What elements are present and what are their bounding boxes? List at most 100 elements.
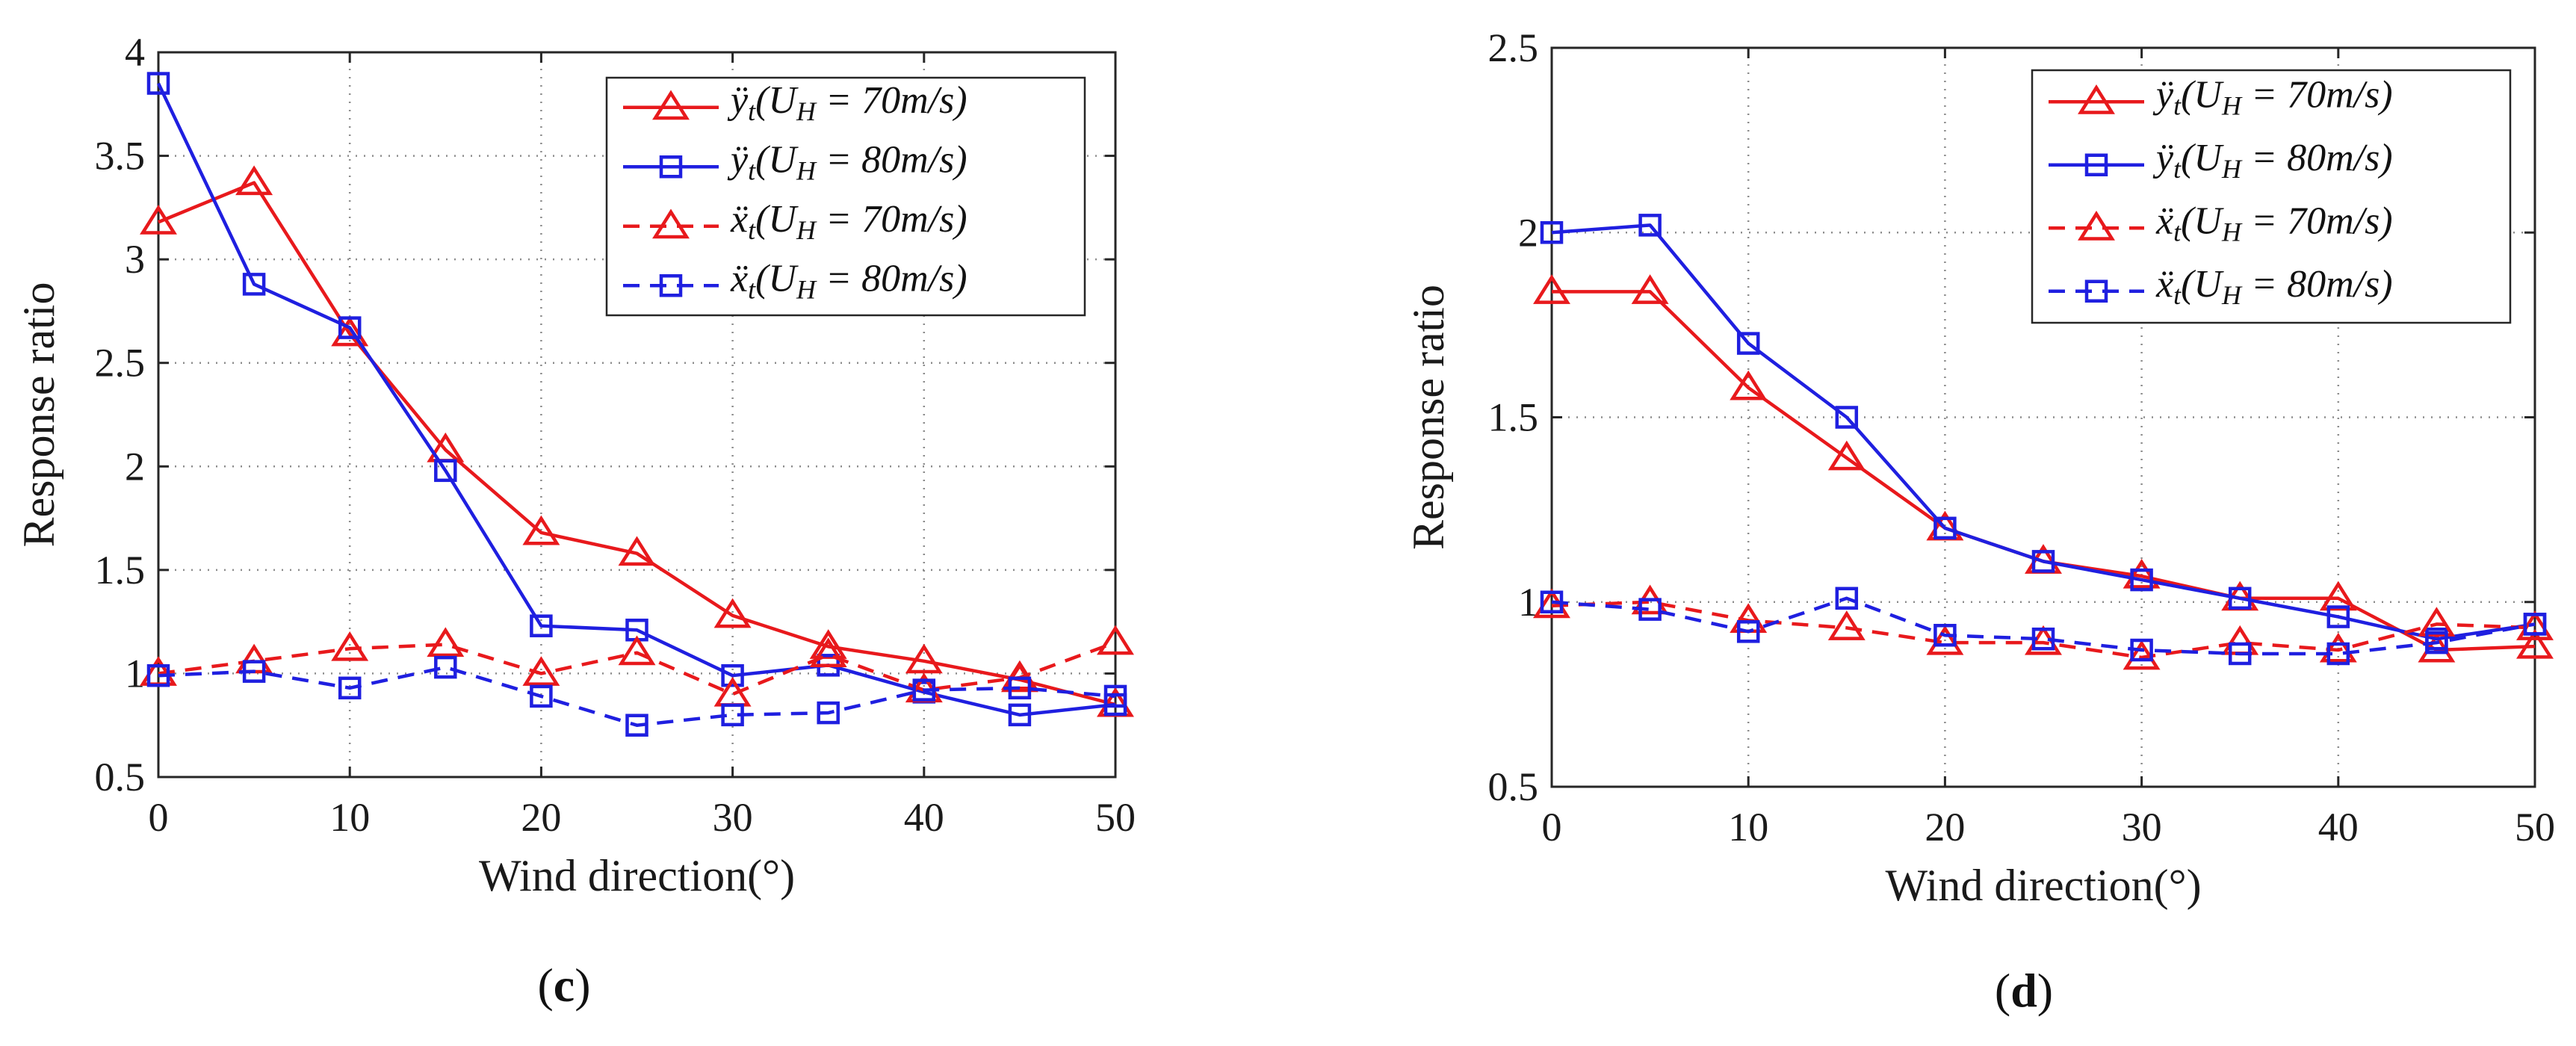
y-tick-label: 2.5 [95, 341, 146, 386]
x-axis-label: Wind direction(°) [1885, 861, 2201, 910]
legend-label: ÿt(UH = 80m/s) [2152, 137, 2393, 184]
data-point-marker [1926, 625, 1964, 655]
legend-legend-tail: = 70m/s) [2241, 199, 2393, 242]
data-point-marker [1008, 676, 1032, 700]
y-tick-label: 1 [125, 651, 145, 696]
data-point-marker [146, 663, 170, 687]
legend-legend-rest: (U [755, 198, 799, 241]
legend-legend-tail: = 80m/s) [816, 257, 967, 300]
legend-legend-sub2: H [796, 155, 817, 185]
legend-legend-sub2: H [796, 274, 817, 304]
legend-legend-tail: = 70m/s) [816, 79, 967, 122]
caption-letter: c [554, 959, 575, 1012]
data-point-marker [2425, 631, 2448, 654]
caption-letter: d [2010, 964, 2037, 1017]
y-tick-label: 2 [1518, 210, 1538, 255]
data-point-marker [618, 536, 656, 566]
y-tick-label: 0.5 [95, 755, 146, 799]
y-axis-label: Response ratio [14, 282, 64, 548]
legend-label: ÿt(UH = 70m/s) [727, 79, 967, 126]
data-point-marker [1730, 370, 1768, 400]
data-point-marker [522, 515, 560, 545]
data-point-marker [242, 660, 266, 683]
x-tick-label: 0 [149, 795, 169, 840]
legend-marker [659, 274, 683, 297]
legend-legend-main: ÿ [2152, 137, 2174, 179]
data-point-marker [2228, 587, 2252, 610]
legend-marker [2084, 153, 2108, 176]
legend-legend-main: ẍ [2155, 199, 2173, 242]
legend-legend-main: ÿ [727, 79, 749, 122]
data-point-marker [713, 598, 752, 628]
x-tick-label: 50 [2515, 805, 2555, 850]
panel-caption: (d) [1995, 964, 2053, 1017]
panel-caption: (c) [537, 959, 590, 1012]
data-point-marker [331, 316, 369, 347]
y-tick-label: 0.5 [1488, 764, 1539, 809]
legend-legend-sub: t [748, 215, 756, 245]
legend-marker [652, 90, 690, 120]
data-point-marker [1835, 406, 1859, 429]
y-tick-label: 3 [125, 237, 145, 282]
data-point-marker [817, 701, 840, 725]
data-point-marker [2326, 642, 2350, 666]
data-point-marker [1827, 440, 1866, 471]
series-line [1551, 600, 2536, 660]
legend-legend-sub2: H [2221, 154, 2243, 184]
series-line [158, 640, 1116, 696]
caption-open-paren: ( [537, 959, 553, 1012]
legend-legend-tail: = 80m/s) [2241, 263, 2393, 306]
data-point-marker [434, 459, 457, 483]
x-tick-label: 20 [521, 795, 561, 840]
data-point-marker [140, 205, 177, 235]
x-tick-label: 10 [1728, 805, 1768, 850]
x-tick-label: 30 [713, 795, 753, 840]
data-point-marker [1933, 624, 1957, 647]
data-point-marker [1736, 332, 1760, 355]
data-point-marker [434, 655, 457, 679]
series-line [1552, 290, 2536, 652]
legend-legend-tail: = 80m/s) [2241, 137, 2393, 179]
data-point-marker [1933, 516, 1957, 540]
data-point-marker [1835, 587, 1859, 610]
caption-close-paren: ) [2037, 964, 2053, 1017]
data-point-marker [2123, 558, 2161, 589]
series-line [1551, 223, 2536, 641]
legend-legend-sub2: H [2221, 90, 2243, 120]
data-point-marker [427, 627, 465, 657]
legend-legend-main: ÿ [2152, 73, 2174, 116]
x-tick-label: 0 [1542, 805, 1562, 850]
data-point-marker [1638, 214, 1662, 237]
legend-label: ẍt(UH = 80m/s) [730, 257, 967, 304]
data-point-marker [331, 631, 369, 661]
data-point-marker [2516, 628, 2554, 659]
data-point-marker [2123, 640, 2161, 670]
chart-c: 0 10 20 30 40 50 0.5 1 1.5 2 2.5 3 3.5 4 Wind directio… [14, 30, 1136, 1012]
legend-legend-sub: t [2173, 217, 2182, 247]
data-point-marker [1103, 684, 1127, 708]
legend-marker [2078, 211, 2115, 241]
legend-legend-rest: (U [2181, 199, 2224, 242]
y-tick-label: 1.5 [1488, 395, 1539, 440]
series-2 [140, 625, 1134, 707]
data-point-marker [1631, 274, 1669, 304]
legend-legend-sub: t [748, 155, 756, 185]
data-point-marker [2319, 581, 2357, 611]
legend: ÿt(UH = 70m/s)ÿt(UH = 80m/s)ẍt(UH = 70m/… [2031, 69, 2512, 324]
legend-label: ÿt(UH = 70m/s) [2152, 73, 2393, 120]
series-3 [1540, 587, 2547, 666]
data-point-marker [905, 643, 943, 674]
data-point-marker [1097, 625, 1134, 655]
data-point-marker [1540, 221, 1564, 244]
legend-legend-tail: = 80m/s) [816, 138, 967, 181]
legend-legend-sub: t [2173, 90, 2182, 120]
x-tick-label: 10 [329, 795, 370, 840]
data-point-marker [235, 165, 273, 196]
legend-legend-main: ẍ [730, 198, 748, 241]
legend-label: ẍt(UH = 80m/s) [2155, 263, 2393, 310]
data-point-marker [1638, 598, 1662, 621]
caption-close-paren: ) [575, 959, 590, 1012]
legend-legend-rest: (U [2181, 137, 2224, 179]
legend-legend-main: ẍ [2155, 263, 2173, 306]
